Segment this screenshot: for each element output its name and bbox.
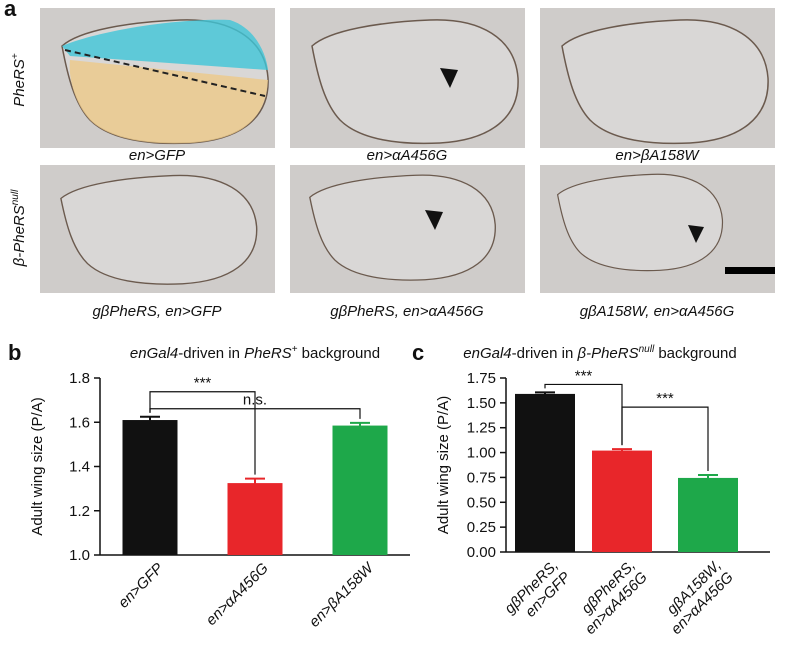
row-label: β-PheRSnull [10, 189, 28, 267]
y-axis-label: Adult wing size (P/A) [29, 397, 46, 535]
x-tick-label: en>βA158W [306, 559, 378, 631]
row-name: β-PheRS [11, 205, 28, 267]
y-tick-label: 1.50 [467, 395, 496, 412]
y-tick-label: 1.6 [69, 414, 90, 431]
title-part: -driven in [512, 345, 578, 362]
y-tick-label: 0.00 [467, 544, 496, 561]
bar [592, 450, 652, 552]
caption: gβA158W, en>αA456G [580, 303, 735, 320]
title-part: enGal4 [130, 345, 178, 362]
panel-label: b [8, 340, 21, 365]
panel-label: a [4, 0, 17, 21]
y-tick-label: 1.0 [69, 547, 90, 564]
panel-label: c [412, 340, 424, 365]
chart-title: enGal4-driven in PheRS+ background [130, 344, 380, 362]
title-part: -driven in [178, 345, 244, 362]
x-tick-label: gβA158W,en>αA456G [656, 557, 737, 638]
caption: gβPheRS, en>GFP [92, 303, 221, 320]
title-part: PheRS [244, 345, 292, 362]
title-part: null [639, 344, 655, 355]
row-name: PheRS [11, 59, 28, 107]
x-tick-label: en>GFP [115, 560, 167, 612]
y-axis-label: Adult wing size (P/A) [435, 396, 452, 534]
y-tick-label: 1.25 [467, 420, 496, 437]
y-tick-label: 0.75 [467, 469, 496, 486]
x-tick-line: en>βA158W [306, 559, 378, 631]
caption: en>GFP [129, 147, 185, 164]
y-tick-label: 1.2 [69, 503, 90, 520]
title-part: + [292, 344, 298, 355]
panel-a: a PheRS+ β-PheRSnull en>GFP en>αA456G en… [4, 0, 775, 320]
significance-bracket [149, 408, 361, 419]
title-part: enGal4 [463, 345, 511, 362]
title-part: background [298, 345, 381, 362]
x-tick-line: en>GFP [115, 560, 167, 612]
y-tick-label: 1.4 [69, 459, 90, 476]
caption: en>αA456G [367, 147, 448, 164]
title-part: β-PheRS [577, 345, 639, 362]
significance-label: *** [194, 375, 212, 392]
y-tick-label: 0.50 [467, 494, 496, 511]
significance-bracket [149, 391, 256, 475]
row-sup: + [10, 53, 21, 59]
caption: en>βA158W [615, 147, 700, 164]
bar [122, 420, 178, 555]
bar [515, 393, 575, 552]
wing-images [40, 8, 775, 293]
significance-label: *** [575, 367, 593, 384]
title-part: background [654, 345, 737, 362]
significance-label: *** [656, 390, 674, 407]
x-tick-line: en>αA456G [203, 560, 272, 629]
y-tick-label: 1.75 [467, 370, 496, 387]
x-tick-label: en>αA456G [203, 560, 272, 629]
bar [678, 477, 738, 552]
row-sup: null [10, 189, 21, 205]
y-tick-label: 1.00 [467, 445, 496, 462]
y-tick-label: 1.8 [69, 370, 90, 387]
x-tick-label: gβPheRS,en>GFP [501, 557, 574, 630]
chart-title: enGal4-driven in β-PheRSnull background [463, 344, 736, 362]
x-tick-label: gβPheRS,en>αA456G [570, 557, 651, 638]
row-label: PheRS+ [10, 53, 28, 107]
bar [227, 483, 283, 555]
y-tick-label: 0.25 [467, 519, 496, 536]
significance-bracket [621, 406, 709, 471]
caption: gβPheRS, en>αA456G [330, 303, 484, 320]
significance-label: n.s. [243, 392, 267, 409]
bar [332, 425, 388, 555]
